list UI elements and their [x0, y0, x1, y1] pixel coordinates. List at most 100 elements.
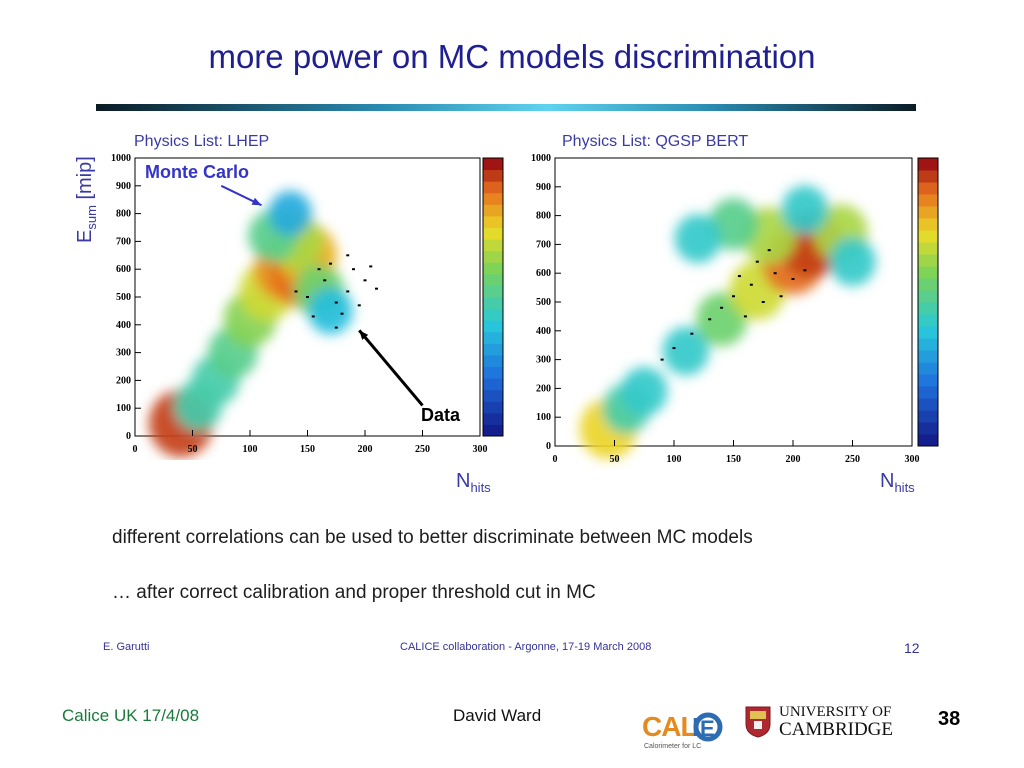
x-tick-label: 50	[188, 444, 198, 455]
x-tick-label: 150	[300, 444, 315, 455]
mc-density-layer	[149, 190, 353, 458]
colorbar-frame	[482, 157, 504, 437]
data-point	[375, 287, 378, 290]
y-tick-label: 0	[126, 431, 131, 442]
mc-density-mark	[708, 198, 759, 251]
colorbar-segment	[483, 308, 503, 321]
colorbar-segment	[483, 181, 503, 194]
footer-author: David Ward	[453, 706, 542, 725]
colorbar-segment	[918, 434, 938, 447]
data-point	[357, 304, 361, 307]
data-point	[720, 306, 724, 309]
data-point	[363, 279, 367, 282]
x-tick-label: 250	[415, 444, 430, 455]
data-point	[737, 275, 741, 278]
colorbar-segment	[918, 206, 938, 219]
inner-footer-page: 12	[904, 640, 920, 656]
x-axis-label-left: Nhits	[456, 470, 491, 495]
data-point	[755, 260, 759, 263]
colorbar-segment	[483, 412, 503, 425]
cambridge-logo-line1: UNIVERSITY OF	[779, 704, 892, 720]
colorbar-segment	[918, 422, 938, 435]
colorbar-segment	[483, 262, 503, 275]
data-point	[340, 312, 344, 315]
x-tick-label: 50	[610, 454, 620, 465]
chart-title-lhep: Physics List: LHEP	[134, 133, 270, 150]
body-line-2: … after correct calibration and proper t…	[112, 582, 596, 603]
colorbar-segment	[918, 410, 938, 423]
colorbar-segment	[483, 389, 503, 402]
data-point	[767, 249, 771, 252]
colorbar-segment	[483, 239, 503, 252]
colorbar-segment	[483, 401, 503, 414]
y-tick-label: 700	[536, 239, 551, 250]
colorbar-segment	[918, 194, 938, 207]
data-point	[346, 254, 350, 257]
data-point	[306, 296, 309, 298]
colorbar-segment	[918, 218, 938, 231]
svg-text:CAL: CAL	[642, 711, 697, 742]
data-point	[352, 268, 355, 271]
data-point	[334, 301, 338, 304]
data-point	[672, 347, 676, 350]
slide-number: 38	[938, 708, 961, 730]
colorbar-segment	[918, 266, 938, 279]
inner-footer-author: E. Garutti	[103, 641, 150, 653]
data-point	[743, 315, 747, 318]
annotation-arrowhead	[359, 330, 369, 340]
mc-density-mark	[781, 185, 829, 235]
mc-density-mark	[268, 190, 312, 237]
colorbar-segment	[483, 285, 503, 298]
colorbar-segment	[483, 192, 503, 205]
data-point	[732, 295, 735, 298]
y-tick-label: 900	[116, 181, 131, 192]
calice-logo: CAL I E Calorimeter for LC	[640, 702, 724, 750]
data-point	[369, 265, 373, 268]
y-tick-label: 100	[116, 403, 131, 414]
colorbar-segment	[483, 320, 503, 333]
x-tick-label: 100	[667, 454, 682, 465]
data-point	[346, 290, 350, 293]
data-point	[329, 262, 332, 265]
data-point	[803, 269, 807, 272]
title-rule	[96, 104, 916, 111]
colorbar-segment	[918, 290, 938, 303]
y-tick-label: 1000	[531, 153, 551, 164]
data-point	[779, 295, 783, 298]
colorbar-segment	[483, 354, 503, 367]
chart-qgsp-bert: 0 50 100 150 200 250 300 0 100 200 300 400 500 600 700…	[531, 153, 939, 465]
mc-density-mark	[308, 287, 353, 335]
y-tick-label: 200	[536, 383, 551, 394]
colorbar-segment	[483, 227, 503, 240]
x-axis-label-right: Nhits	[880, 470, 915, 495]
colorbar-segment	[918, 182, 938, 195]
y-tick-label: 700	[116, 236, 131, 247]
x-tick-label: 0	[553, 454, 558, 465]
data-point	[317, 268, 321, 271]
data-point	[334, 326, 338, 329]
colorbar-segment	[918, 302, 938, 315]
y-tick-label: 400	[116, 320, 131, 331]
y-tick-label: 800	[536, 211, 551, 222]
colorbar-segment	[483, 158, 503, 171]
x-tick-label: 100	[243, 444, 258, 455]
y-tick-label: 300	[536, 355, 551, 366]
colorbar-segment	[483, 215, 503, 228]
colorbar-segment	[918, 314, 938, 327]
colorbar-segment	[483, 424, 503, 437]
annotation-data: Data	[421, 405, 461, 425]
colorbar-segment	[918, 170, 938, 183]
y-tick-label: 300	[116, 348, 131, 359]
colorbar-segment	[483, 250, 503, 263]
data-point	[773, 272, 777, 275]
x-tick-label: 250	[845, 454, 860, 465]
colorbar-segment	[918, 386, 938, 399]
colorbar-segment	[918, 242, 938, 255]
data-point	[311, 315, 315, 318]
y-tick-label: 600	[116, 264, 131, 275]
colorbar-segment	[918, 350, 938, 363]
colorbar-segment	[483, 273, 503, 286]
x-tick-label: 200	[786, 454, 801, 465]
y-tick-label: 400	[536, 326, 551, 337]
colorbar-segment	[483, 343, 503, 356]
